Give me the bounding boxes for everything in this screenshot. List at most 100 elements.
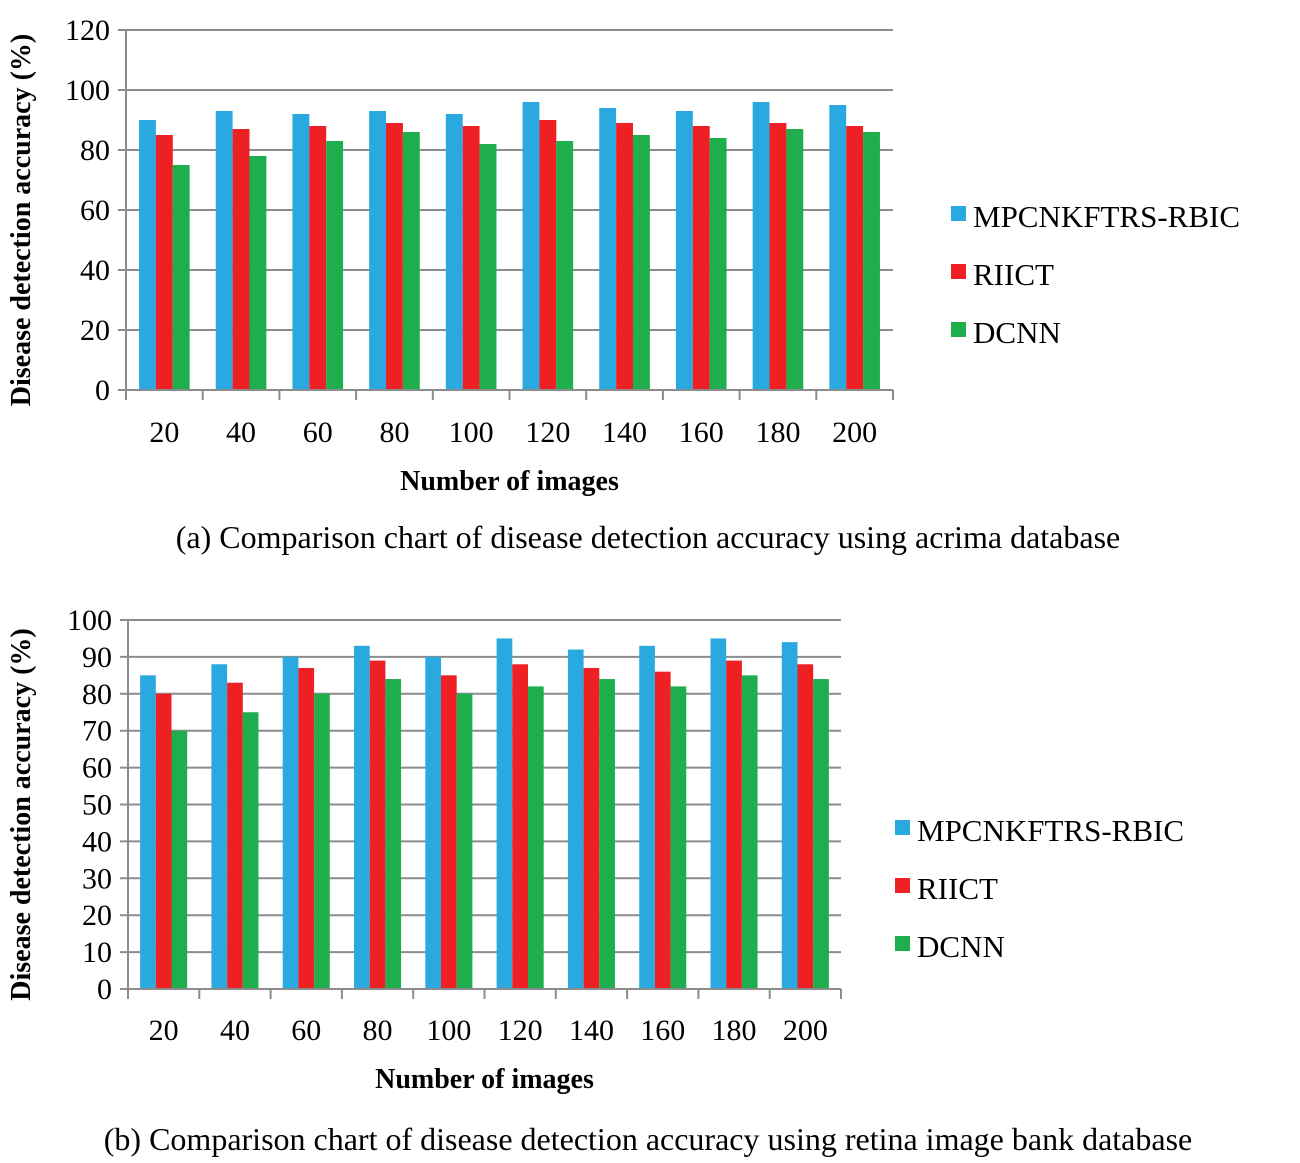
legend-swatch xyxy=(951,322,966,337)
bar-dcnn-200 xyxy=(863,132,880,390)
legend-label: DCNN xyxy=(973,315,1061,350)
y-axis-title: Disease detection accuracy (%) xyxy=(6,628,37,1000)
x-tick-label: 80 xyxy=(379,416,409,449)
legend-swatch xyxy=(951,206,966,221)
x-tick-label: 200 xyxy=(832,416,877,449)
bar-mpcnkftrs-rbic-60 xyxy=(292,114,310,390)
bar-mpcnkftrs-rbic-40 xyxy=(215,111,233,390)
bar-dcnn-100 xyxy=(456,693,473,989)
bar-riict-100 xyxy=(441,675,457,989)
chart-a: 0 20 40 60 80 100 120 20 40 60 80 100 120 140 160 180 20… xyxy=(6,14,1240,555)
bar-mpcnkftrs-rbic-140 xyxy=(567,649,584,989)
bar-mpcnkftrs-rbic-120 xyxy=(496,638,513,989)
y-tick-label: 0 xyxy=(95,374,110,407)
bar-mpcnkftrs-rbic-20 xyxy=(140,675,156,989)
bar-mpcnkftrs-rbic-200 xyxy=(829,105,847,390)
bar-dcnn-120 xyxy=(556,141,574,390)
legend-swatch xyxy=(895,936,910,951)
bar-riict-200 xyxy=(846,126,864,390)
y-axis-title: Disease detection accuracy (%) xyxy=(6,34,37,406)
x-tick-label: 160 xyxy=(679,416,724,449)
x-tick-label: 20 xyxy=(149,1014,179,1047)
legend-label: MPCNKFTRS-RBIC xyxy=(973,199,1240,234)
y-tick-label: 10 xyxy=(82,936,112,969)
bar-riict-160 xyxy=(654,671,671,989)
bar-mpcnkftrs-rbic-20 xyxy=(139,120,156,390)
x-tick-label: 120 xyxy=(498,1014,543,1047)
bar-dcnn-40 xyxy=(242,712,259,989)
bar-dcnn-160 xyxy=(670,686,687,989)
bar-dcnn-40 xyxy=(249,156,267,390)
bar-riict-200 xyxy=(797,664,814,989)
x-tick-label: 180 xyxy=(712,1014,757,1047)
y-tick-label: 0 xyxy=(97,973,112,1006)
x-tick-label: 100 xyxy=(426,1014,471,1047)
bar-dcnn-80 xyxy=(402,132,420,390)
y-tick-label: 40 xyxy=(82,825,112,858)
y-tick-label: 80 xyxy=(82,678,112,711)
bar-riict-20 xyxy=(155,693,172,989)
y-tick-label: 50 xyxy=(82,789,112,822)
bar-riict-80 xyxy=(369,660,386,989)
bar-mpcnkftrs-rbic-60 xyxy=(282,656,299,989)
bar-riict-100 xyxy=(462,126,480,390)
x-tick-label: 20 xyxy=(149,416,179,449)
bar-dcnn-160 xyxy=(709,138,727,390)
x-axis-title: Number of images xyxy=(375,1064,594,1095)
figure-caption: (a) Comparison chart of disease detectio… xyxy=(176,519,1120,555)
bar-riict-120 xyxy=(539,120,557,390)
bar-mpcnkftrs-rbic-100 xyxy=(445,114,463,390)
x-tick-label: 100 xyxy=(449,416,494,449)
x-tick-label: 180 xyxy=(755,416,800,449)
bar-dcnn-180 xyxy=(786,129,804,390)
bar-dcnn-140 xyxy=(599,679,615,989)
bar-riict-80 xyxy=(386,123,403,390)
bar-riict-180 xyxy=(769,123,787,390)
x-tick-label: 160 xyxy=(640,1014,685,1047)
bar-mpcnkftrs-rbic-100 xyxy=(425,656,442,989)
y-tick-label: 60 xyxy=(82,752,112,785)
bar-dcnn-20 xyxy=(171,730,188,989)
x-tick-label: 60 xyxy=(291,1014,321,1047)
bar-dcnn-100 xyxy=(479,144,497,390)
legend-swatch xyxy=(895,878,910,893)
bar-riict-140 xyxy=(583,667,600,989)
x-tick-label: 40 xyxy=(226,416,256,449)
legend-label: DCNN xyxy=(917,929,1005,964)
x-tick-label: 140 xyxy=(569,1014,614,1047)
bar-dcnn-20 xyxy=(172,165,190,390)
y-tick-label: 20 xyxy=(80,314,110,347)
y-tick-label: 70 xyxy=(82,715,112,748)
x-axis-title: Number of images xyxy=(400,466,619,497)
bar-riict-140 xyxy=(616,123,633,390)
x-tick-label: 40 xyxy=(220,1014,250,1047)
y-tick-label: 30 xyxy=(82,862,112,895)
bar-dcnn-200 xyxy=(813,679,829,989)
legend-swatch xyxy=(951,264,966,279)
y-tick-label: 90 xyxy=(82,641,112,674)
y-tick-label: 20 xyxy=(82,899,112,932)
y-tick-label: 60 xyxy=(80,194,110,227)
x-tick-label: 140 xyxy=(602,416,647,449)
x-tick-label: 120 xyxy=(525,416,570,449)
bar-riict-180 xyxy=(726,660,742,989)
bar-riict-40 xyxy=(232,129,250,390)
bar-mpcnkftrs-rbic-160 xyxy=(639,645,655,989)
bar-mpcnkftrs-rbic-140 xyxy=(599,108,617,390)
bar-dcnn-60 xyxy=(314,693,330,989)
bar-mpcnkftrs-rbic-80 xyxy=(369,111,387,390)
x-tick-label: 200 xyxy=(783,1014,828,1047)
y-tick-label: 120 xyxy=(65,14,110,47)
bar-dcnn-140 xyxy=(632,135,650,390)
legend-label: RIICT xyxy=(917,871,998,906)
bar-dcnn-120 xyxy=(527,686,544,989)
bar-dcnn-80 xyxy=(385,679,402,989)
y-tick-label: 100 xyxy=(67,604,112,637)
bar-riict-60 xyxy=(309,126,327,390)
bar-mpcnkftrs-rbic-40 xyxy=(211,664,228,989)
legend-label: MPCNKFTRS-RBIC xyxy=(917,813,1184,848)
y-tick-label: 100 xyxy=(65,74,110,107)
x-tick-label: 80 xyxy=(363,1014,393,1047)
